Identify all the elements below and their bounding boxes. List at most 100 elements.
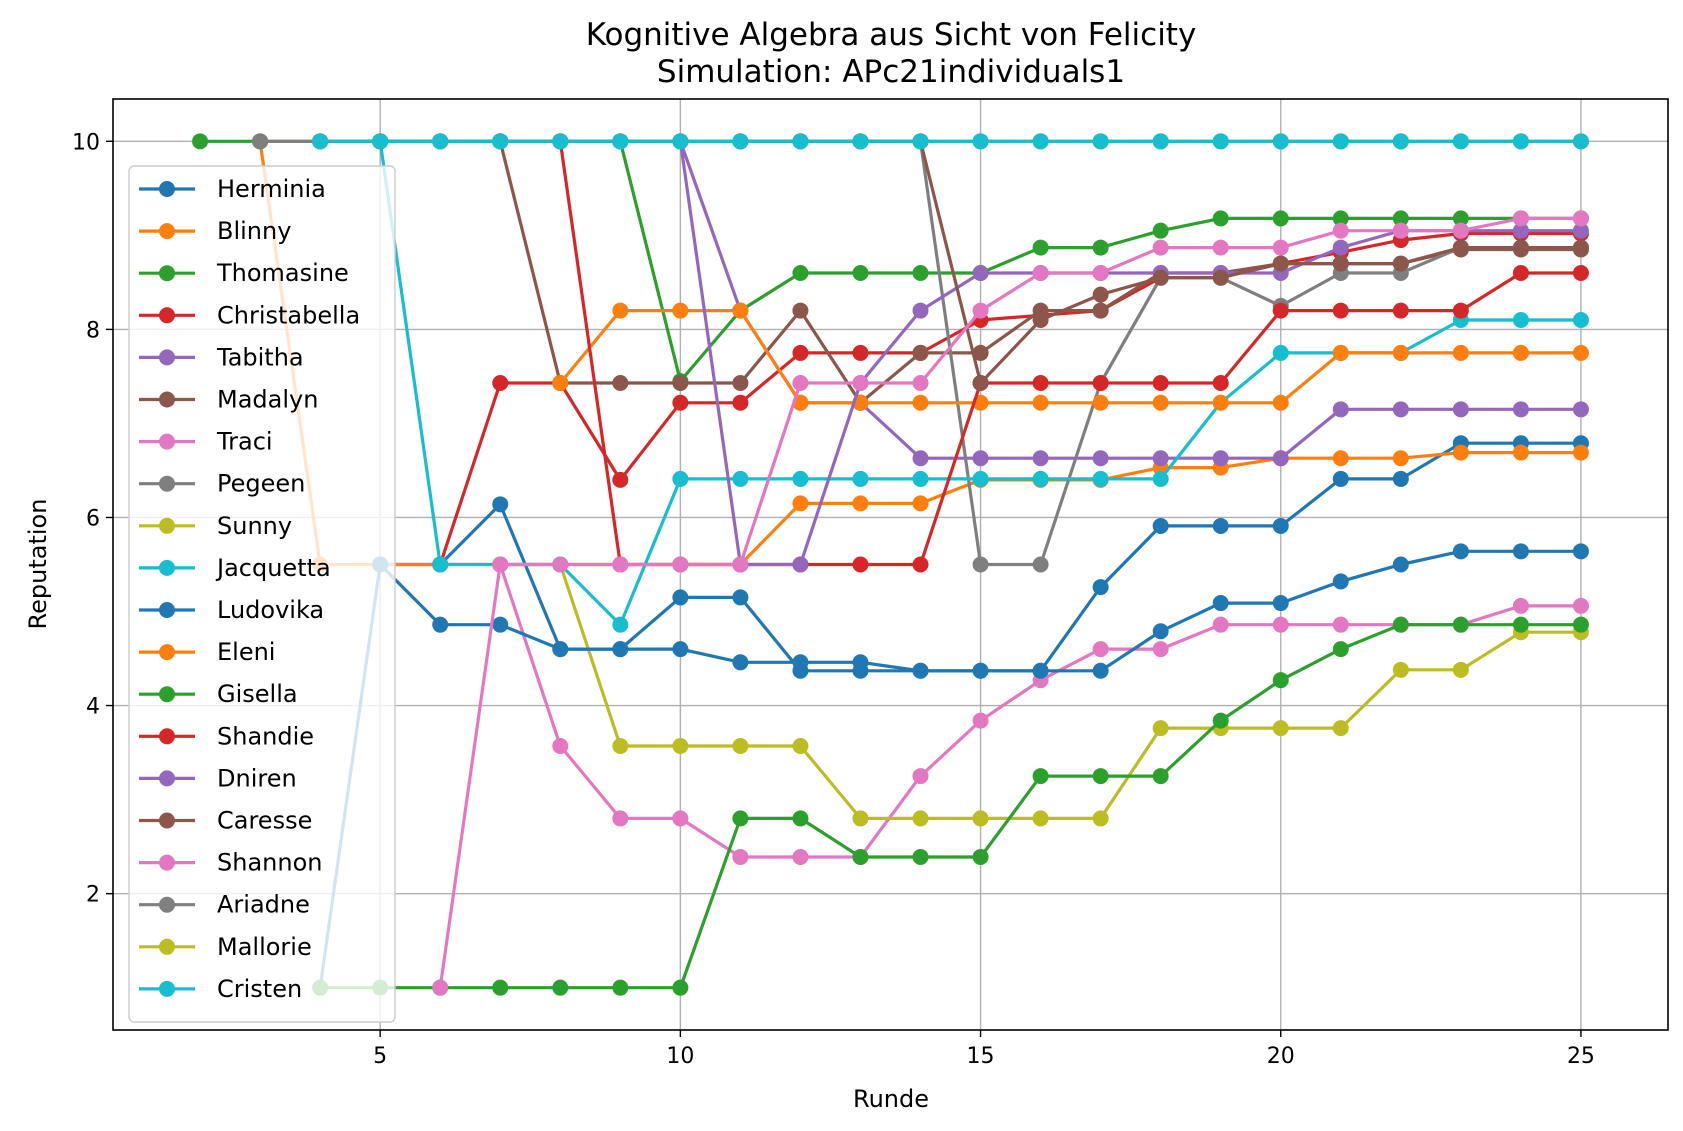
data-point — [732, 589, 749, 606]
legend-entry: Christabella — [139, 301, 360, 329]
data-point — [1152, 641, 1169, 658]
data-point — [552, 133, 569, 150]
data-point — [1452, 222, 1469, 239]
data-point — [1452, 444, 1469, 461]
data-point — [1572, 344, 1589, 361]
data-point — [1452, 661, 1469, 678]
data-point — [1572, 543, 1589, 560]
data-point — [1032, 311, 1049, 328]
data-point — [1032, 450, 1049, 467]
data-point — [1332, 450, 1349, 467]
data-point — [1572, 597, 1589, 614]
legend-entry: Blinny — [139, 217, 291, 245]
data-point — [912, 810, 929, 827]
data-point — [972, 344, 989, 361]
data-point — [1392, 133, 1409, 150]
data-point — [1332, 401, 1349, 418]
data-point — [1332, 255, 1349, 272]
series-layer — [192, 133, 1589, 996]
data-point — [1092, 375, 1109, 392]
data-point — [1332, 573, 1349, 590]
data-point — [972, 712, 989, 729]
series-line — [559, 309, 1581, 405]
data-point — [732, 848, 749, 865]
data-point — [1212, 239, 1229, 256]
data-point — [1212, 450, 1229, 467]
data-point — [1272, 595, 1289, 612]
data-point — [852, 495, 869, 512]
data-point — [1152, 269, 1169, 286]
data-point — [1392, 210, 1409, 227]
data-point — [1392, 222, 1409, 239]
legend-marker — [159, 602, 175, 618]
x-tick-label: 5 — [373, 1044, 387, 1069]
data-point — [1032, 264, 1049, 281]
data-point — [792, 495, 809, 512]
series-gisella — [312, 616, 1589, 996]
data-point — [972, 133, 989, 150]
legend-label: Tabitha — [216, 343, 304, 371]
data-point — [912, 662, 929, 679]
data-point — [672, 810, 689, 827]
data-point — [1332, 470, 1349, 487]
data-point — [612, 737, 629, 754]
data-point — [1032, 239, 1049, 256]
data-point — [732, 302, 749, 319]
series-herminia — [312, 435, 1589, 996]
legend-label: Sunny — [217, 512, 292, 540]
legend-entry: Jacquetta — [139, 554, 331, 582]
data-point — [972, 450, 989, 467]
data-point — [1572, 444, 1589, 461]
data-point — [552, 641, 569, 658]
data-point — [912, 495, 929, 512]
data-point — [372, 133, 389, 150]
data-point — [1512, 311, 1529, 328]
series-eleni — [552, 302, 1589, 411]
data-point — [492, 616, 509, 633]
data-point — [792, 470, 809, 487]
data-point — [612, 616, 629, 633]
legend-label: Mallorie — [217, 933, 312, 961]
data-point — [972, 848, 989, 865]
data-point — [1092, 450, 1109, 467]
legend-label: Thomasine — [216, 259, 349, 287]
data-point — [1572, 133, 1589, 150]
data-point — [852, 470, 869, 487]
data-point — [1512, 444, 1529, 461]
legend-entry: Shandie — [139, 722, 314, 750]
x-tick-label: 15 — [967, 1044, 995, 1069]
series-line — [318, 441, 1581, 988]
legend-label: Ludovika — [217, 596, 324, 624]
data-point — [672, 302, 689, 319]
data-point — [1512, 543, 1529, 560]
data-point — [612, 810, 629, 827]
data-point — [1152, 768, 1169, 785]
data-point — [852, 264, 869, 281]
data-point — [1572, 239, 1589, 256]
legend-marker — [159, 265, 175, 282]
data-point — [1452, 302, 1469, 319]
data-point — [1212, 133, 1229, 150]
data-point — [492, 133, 509, 150]
chart-title: Kognitive Algebra aus Sicht von Felicity — [586, 17, 1197, 53]
data-point — [1092, 133, 1109, 150]
legend-marker — [159, 559, 175, 576]
series-christabella — [432, 225, 1589, 573]
data-point — [1092, 470, 1109, 487]
legend-marker — [159, 938, 175, 955]
data-point — [732, 810, 749, 827]
data-point — [1452, 616, 1469, 633]
data-point — [912, 450, 929, 467]
legend-entry: Cristen — [139, 975, 302, 1003]
data-point — [1572, 311, 1589, 328]
data-point — [1152, 375, 1169, 392]
data-point — [792, 654, 809, 671]
data-point — [672, 375, 689, 392]
y-axis-label: Reputation — [24, 499, 52, 630]
data-point — [1512, 401, 1529, 418]
data-point — [972, 556, 989, 573]
data-point — [1212, 595, 1229, 612]
data-point — [1092, 579, 1109, 596]
legend-label: Caresse — [217, 807, 312, 835]
data-point — [672, 470, 689, 487]
